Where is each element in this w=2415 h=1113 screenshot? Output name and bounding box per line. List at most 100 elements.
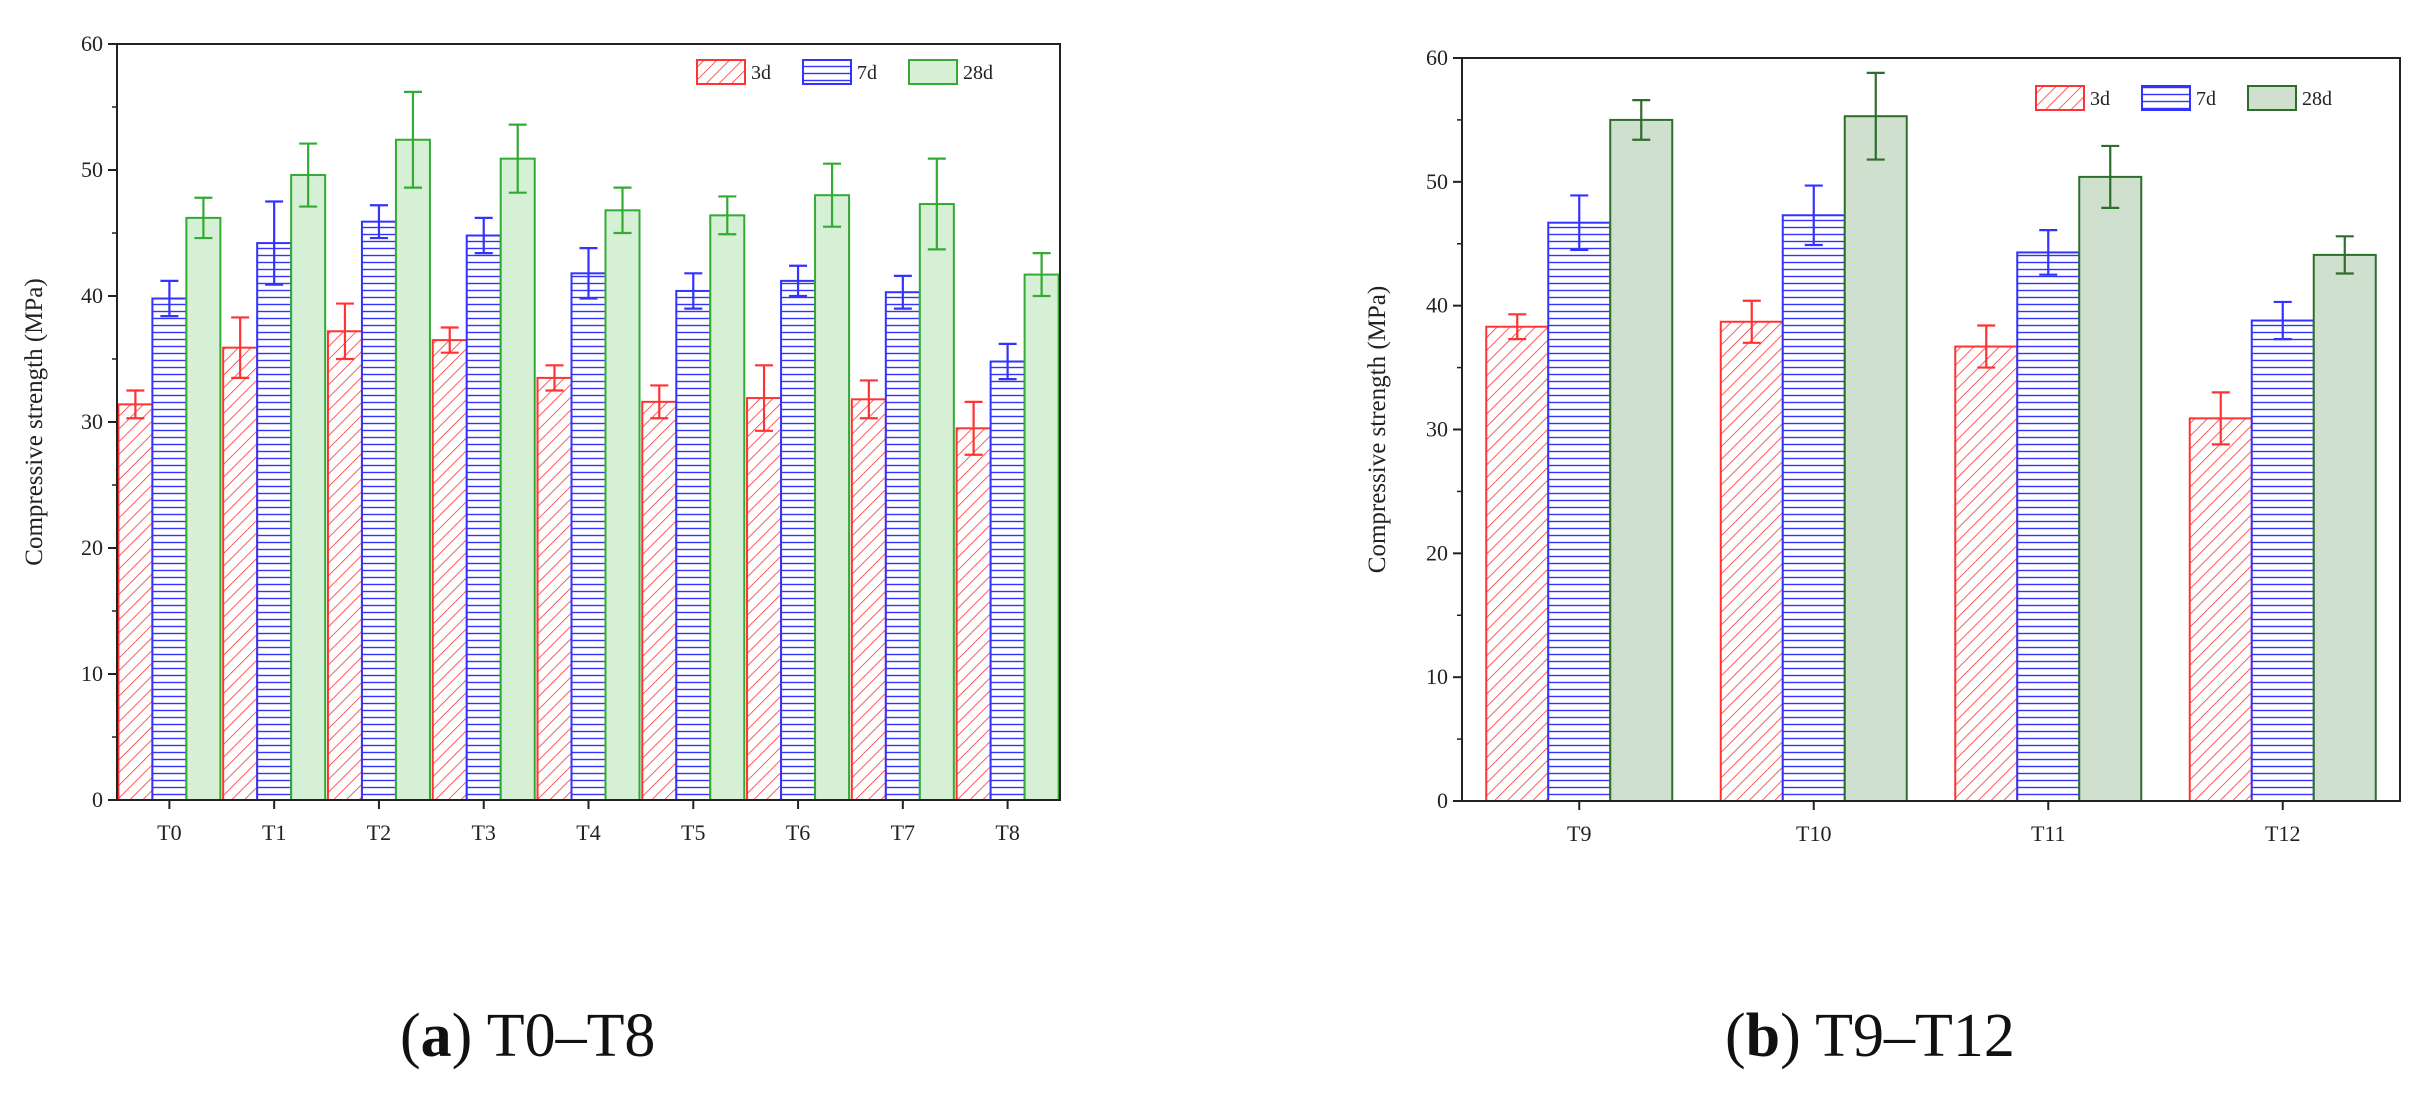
error-bar-28d-T11 (2101, 144, 2120, 209)
bar-3d-T10 (1719, 320, 1784, 802)
legend-swatch-28d (908, 59, 958, 85)
bar-7d-T4 (570, 272, 607, 801)
error-bar-28d-T1 (299, 142, 318, 208)
error-bar-28d-T4 (613, 186, 632, 235)
error-bar-7d-T7 (893, 274, 912, 310)
error-bar-7d-T6 (789, 264, 808, 298)
bar-28d-T12 (2312, 253, 2377, 802)
bar-7d-T3 (465, 234, 502, 801)
legend-label-28d: 28d (2302, 88, 2332, 110)
error-bar-7d-T4 (579, 247, 598, 300)
legend-label-3d: 3d (2090, 88, 2110, 110)
bar-28d-T7 (918, 203, 955, 801)
bar-3d-T0 (117, 403, 154, 801)
bar-7d-T1 (256, 242, 293, 801)
bar-28d-T3 (499, 157, 536, 802)
error-bar-3d-T5 (650, 384, 669, 420)
x-tick-label-T8: T8 (995, 820, 1019, 845)
bar-3d-T4 (536, 376, 573, 801)
error-bar-3d-T8 (964, 400, 983, 456)
error-bar-3d-T12 (2211, 391, 2230, 446)
bar-7d-T5 (675, 289, 712, 801)
legend-label-3d: 3d (751, 62, 771, 84)
bar-7d-T10 (1781, 214, 1846, 803)
x-tick-label-T5: T5 (681, 820, 705, 845)
legend-swatch-28d (2247, 85, 2297, 111)
error-bar-7d-T3 (474, 216, 493, 255)
legend-label-7d: 7d (2196, 88, 2216, 110)
error-bar-3d-T3 (440, 326, 459, 354)
caption-b-text: T9–T12 (1800, 1002, 2015, 1070)
error-bar-3d-T7 (859, 379, 878, 420)
error-bar-28d-T8 (1032, 252, 1051, 298)
y-tick-label-10: 10 (1426, 664, 1448, 689)
x-tick-label-T7: T7 (891, 820, 915, 845)
legend-swatch-3d (2035, 85, 2085, 111)
y-tick-label-20: 20 (1426, 540, 1448, 565)
bar-3d-T12 (2188, 417, 2253, 802)
bar-3d-T7 (850, 398, 887, 801)
error-bar-7d-T8 (998, 342, 1017, 381)
bar-7d-T7 (884, 291, 921, 801)
caption-b: (b) T9–T12 (1725, 1002, 2015, 1070)
error-bar-28d-T7 (927, 157, 946, 251)
bar-3d-T2 (326, 330, 363, 801)
legend-swatch-3d (696, 59, 746, 85)
y-axis-label: Compressive strength (MPa) (21, 278, 48, 565)
error-bar-3d-T9 (1508, 313, 1527, 341)
error-bar-3d-T6 (755, 364, 774, 432)
bar-7d-T6 (780, 279, 817, 801)
y-tick-label-0: 0 (1437, 788, 1448, 813)
error-bar-7d-T10 (1804, 184, 1823, 247)
y-tick-label-40: 40 (1426, 293, 1448, 318)
bar-28d-T4 (604, 209, 641, 801)
bar-7d-T2 (360, 220, 397, 802)
y-tick-label-30: 30 (81, 409, 103, 434)
error-bar-28d-T12 (2335, 235, 2354, 275)
y-tick-label-20: 20 (81, 535, 103, 560)
error-bar-7d-T5 (684, 272, 703, 310)
error-bar-28d-T9 (1632, 99, 1651, 141)
error-bar-28d-T5 (718, 195, 737, 236)
caption-b-letter: b (1745, 1002, 1781, 1070)
legend-label-7d: 7d (857, 62, 877, 84)
legend-swatch-7d (802, 59, 852, 85)
bar-28d-T5 (709, 214, 746, 802)
error-bar-7d-T9 (1570, 194, 1589, 252)
y-tick-label-50: 50 (1426, 169, 1448, 194)
caption-a: (a) T0–T8 (400, 1002, 656, 1070)
error-bar-7d-T11 (2039, 229, 2058, 276)
error-bar-3d-T10 (1742, 299, 1761, 344)
bar-3d-T8 (955, 427, 992, 801)
y-tick-label-50: 50 (81, 157, 103, 182)
x-tick-label-T1: T1 (262, 820, 286, 845)
error-bar-28d-T0 (194, 196, 213, 240)
x-tick-label-T11: T11 (2031, 821, 2066, 846)
error-bar-28d-T10 (1866, 71, 1885, 161)
error-bar-7d-T0 (160, 279, 179, 318)
error-bar-28d-T6 (823, 162, 842, 228)
x-tick-label-T12: T12 (2265, 821, 2300, 846)
error-bar-7d-T2 (369, 204, 388, 240)
bar-28d-T8 (1023, 273, 1060, 801)
bar-7d-T12 (2250, 319, 2315, 802)
bar-28d-T11 (2078, 175, 2143, 802)
bar-28d-T10 (1843, 115, 1908, 803)
error-bar-7d-T12 (2273, 300, 2292, 341)
x-tick-label-T3: T3 (471, 820, 495, 845)
bar-28d-T2 (394, 138, 431, 801)
bar-28d-T1 (290, 174, 327, 802)
y-tick-label-0: 0 (92, 787, 103, 812)
bar-3d-T3 (431, 339, 468, 801)
bar-7d-T8 (989, 360, 1026, 801)
bar-7d-T9 (1547, 221, 1612, 803)
x-tick-label-T6: T6 (786, 820, 810, 845)
bar-28d-T6 (814, 194, 851, 801)
bar-7d-T11 (2016, 251, 2081, 802)
chart-b: T9 T10 T11 T12 0 10 20 30 40 50 60 Compressive stre… (1364, 45, 2401, 846)
error-bar-28d-T3 (508, 123, 527, 194)
error-bar-3d-T11 (1977, 324, 1996, 369)
bar-7d-T0 (151, 297, 188, 801)
bar-3d-T1 (222, 346, 259, 801)
y-tick-label-60: 60 (81, 31, 103, 56)
